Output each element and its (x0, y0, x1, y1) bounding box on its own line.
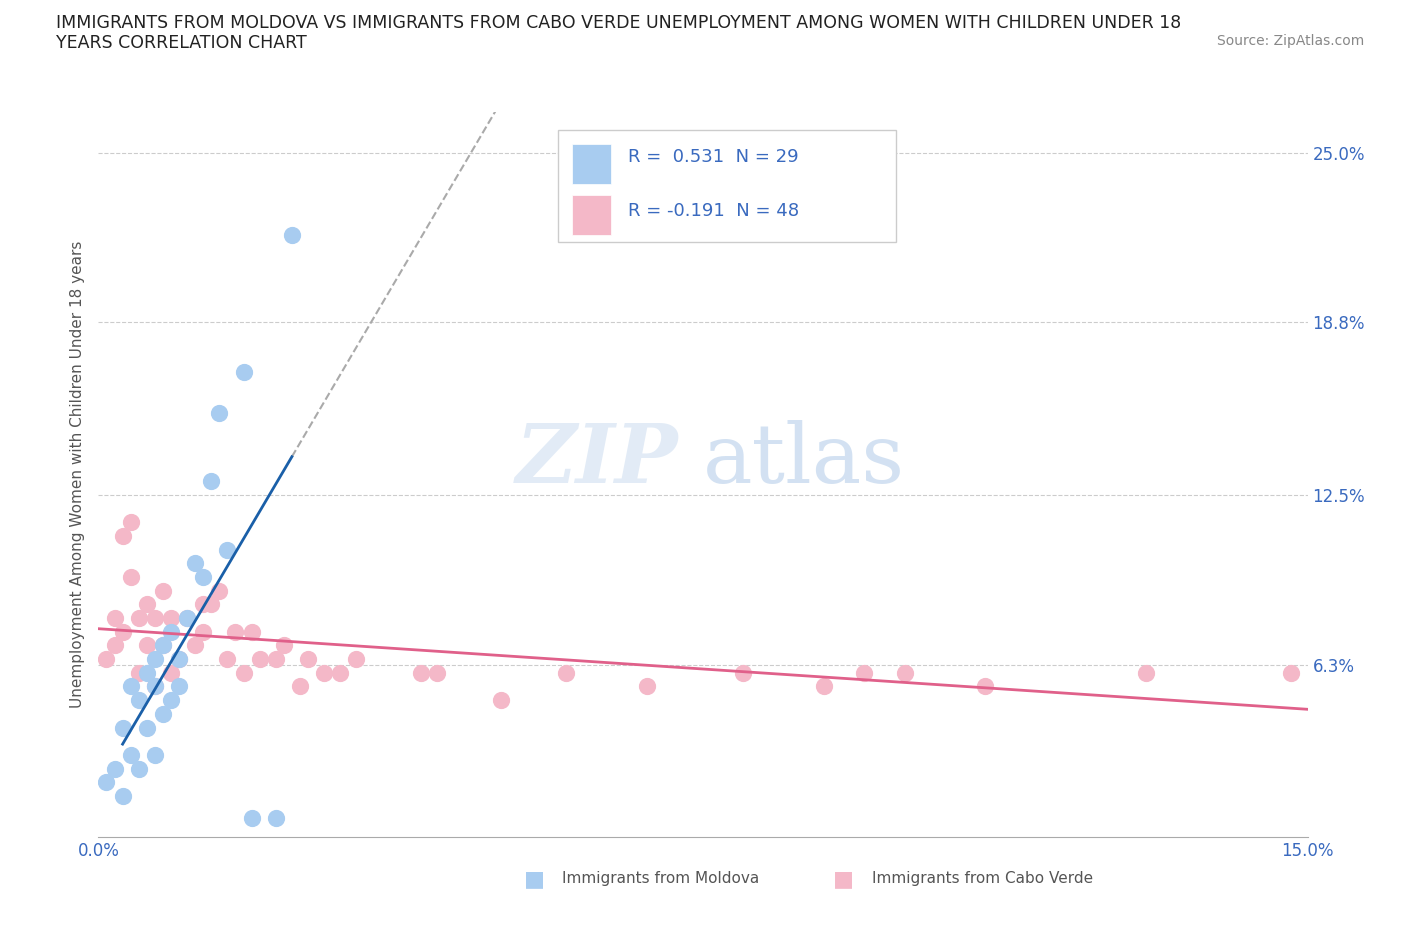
Point (273, 638, 295, 653)
Point (96, 652, 118, 667)
Point (111, 624, 134, 639)
Point (128, 693, 150, 708)
Point (160, 693, 183, 708)
Point (249, 652, 271, 667)
Point (264, 652, 287, 667)
Point (636, 679, 658, 694)
Point (143, 652, 166, 667)
Point (297, 652, 319, 667)
Point (128, 665, 150, 680)
Point (409, 665, 432, 680)
Point (111, 789, 134, 804)
Point (152, 583, 174, 598)
Point (240, 624, 263, 639)
Point (103, 638, 125, 653)
Point (143, 679, 166, 694)
Point (160, 611, 183, 626)
Point (128, 611, 150, 626)
Point (1281, 665, 1303, 680)
Point (143, 748, 166, 763)
Point (193, 624, 215, 639)
Point (240, 810, 263, 825)
Point (135, 638, 157, 653)
Text: Immigrants from Moldova: Immigrants from Moldova (562, 871, 759, 886)
Point (329, 665, 352, 680)
Point (555, 665, 578, 680)
Text: YEARS CORRELATION CHART: YEARS CORRELATION CHART (56, 34, 307, 52)
Point (135, 665, 157, 680)
Point (232, 665, 254, 680)
Point (208, 405, 231, 420)
Point (193, 569, 215, 584)
Point (111, 720, 134, 735)
Point (120, 515, 142, 530)
Point (813, 679, 835, 694)
Text: IMMIGRANTS FROM MOLDOVA VS IMMIGRANTS FROM CABO VERDE UNEMPLOYMENT AMONG WOMEN W: IMMIGRANTS FROM MOLDOVA VS IMMIGRANTS FR… (56, 14, 1181, 32)
Point (314, 665, 336, 680)
Point (200, 473, 222, 488)
Point (208, 583, 231, 598)
FancyBboxPatch shape (558, 130, 897, 242)
Point (893, 665, 915, 680)
Point (176, 611, 198, 626)
Point (160, 624, 183, 639)
Bar (572, 195, 612, 235)
Point (152, 638, 174, 653)
Point (974, 679, 997, 694)
Point (103, 761, 125, 776)
Point (853, 665, 876, 680)
Point (217, 652, 239, 667)
Point (491, 693, 513, 708)
Text: Immigrants from Cabo Verde: Immigrants from Cabo Verde (872, 871, 1092, 886)
Point (193, 597, 215, 612)
Point (167, 652, 190, 667)
Y-axis label: Unemployment Among Women with Children Under 18 years: Unemployment Among Women with Children U… (69, 241, 84, 708)
Point (200, 597, 222, 612)
Point (103, 611, 125, 626)
Point (120, 569, 142, 584)
Point (152, 707, 174, 722)
Point (143, 679, 166, 694)
Point (160, 665, 183, 680)
Point (128, 761, 150, 776)
Text: ZIP: ZIP (516, 419, 679, 499)
Point (120, 679, 142, 694)
Point (96, 775, 118, 790)
Point (135, 720, 157, 735)
Point (1135, 665, 1157, 680)
Point (281, 227, 304, 242)
Point (733, 665, 755, 680)
Point (176, 611, 198, 626)
Point (152, 638, 174, 653)
Point (167, 652, 190, 667)
Point (120, 748, 142, 763)
Point (184, 638, 207, 653)
Point (344, 652, 367, 667)
Point (143, 611, 166, 626)
Point (111, 528, 134, 543)
Text: Source: ZipAtlas.com: Source: ZipAtlas.com (1216, 34, 1364, 48)
Point (224, 624, 246, 639)
Point (232, 365, 254, 379)
Point (426, 665, 449, 680)
Point (288, 679, 311, 694)
Point (264, 810, 287, 825)
Text: ■: ■ (834, 869, 853, 889)
Text: ■: ■ (524, 869, 544, 889)
Point (167, 679, 190, 694)
Text: R =  0.531  N = 29: R = 0.531 N = 29 (628, 148, 799, 166)
Point (217, 542, 239, 557)
Point (184, 556, 207, 571)
Bar (572, 144, 612, 184)
Text: R = -0.191  N = 48: R = -0.191 N = 48 (628, 202, 799, 220)
Point (135, 597, 157, 612)
Text: atlas: atlas (703, 419, 905, 499)
